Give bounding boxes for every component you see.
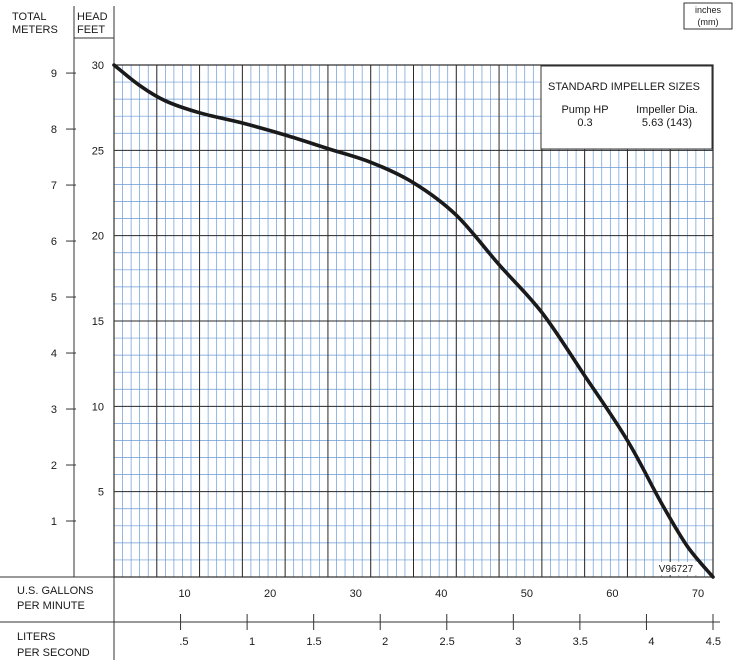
feet-tick-label: 25	[92, 145, 104, 157]
legend-col1-value: 0.3	[577, 117, 592, 129]
meters-tick-label: 3	[51, 404, 57, 416]
units-box	[683, 2, 733, 30]
gpm-tick-label: 20	[264, 588, 276, 600]
model-annotation: V96727	[659, 564, 694, 575]
lps-tick-label: 4.5	[706, 636, 721, 648]
feet-tick-label: 5	[98, 487, 104, 499]
lps-tick-label: 1.5	[306, 636, 321, 648]
meters-tick-label: 7	[51, 180, 57, 192]
gpm-tick-label: 10	[178, 588, 190, 600]
units-box-line2: (mm)	[698, 17, 719, 27]
meters-axis-label: METERS	[12, 24, 58, 36]
gpm-tick-label: 30	[350, 588, 362, 600]
legend-col2-header: Impeller Dia.	[636, 104, 698, 116]
lps-tick-label: 2	[382, 636, 388, 648]
lps-axis-label: PER SECOND	[17, 647, 90, 659]
meters-tick-label: 1	[51, 516, 57, 528]
meters-tick-label: 2	[51, 460, 57, 472]
gpm-tick-label: 60	[606, 588, 618, 600]
feet-tick-label: 20	[92, 231, 104, 243]
units-box-line1: inches	[695, 5, 722, 15]
meters-tick-label: 6	[51, 236, 57, 248]
gpm-axis-label: PER MINUTE	[17, 600, 85, 612]
pump-curve-line	[112, 63, 715, 579]
legend-col2-value: 5.63 (143)	[642, 117, 692, 129]
feet-tick-label: 30	[92, 60, 104, 72]
legend-box: STANDARD IMPELLER SIZES Pump HP Impeller D…	[540, 65, 713, 575]
feet-axis-label: FEET	[77, 24, 105, 36]
lps-axis-label: LITERS	[17, 631, 56, 643]
lps-tick-label: 1	[249, 636, 255, 648]
lps-tick-label: 2.5	[439, 636, 454, 648]
axes	[0, 6, 720, 660]
meters-tick-label: 9	[51, 68, 57, 80]
lps-tick-label: 3	[515, 636, 521, 648]
feet-axis-label: HEAD	[77, 11, 108, 23]
lps-tick-label: .5	[179, 636, 188, 648]
meters-tick-label: 4	[51, 348, 57, 360]
lps-tick-label: 4	[648, 636, 654, 648]
gpm-tick-label: 50	[521, 588, 533, 600]
gpm-axis-label: U.S. GALLONS	[17, 585, 93, 597]
lps-tick-label: 3.5	[573, 636, 588, 648]
feet-tick-label: 10	[92, 401, 104, 413]
gpm-tick-label: 40	[435, 588, 447, 600]
series-layer	[112, 63, 715, 579]
legend-col1-header: Pump HP	[561, 104, 608, 116]
meters-tick-label: 8	[51, 124, 57, 136]
meters-tick-label: 5	[51, 292, 57, 304]
grid	[113, 64, 714, 578]
legend-title: STANDARD IMPELLER SIZES	[548, 81, 700, 93]
feet-tick-label: 15	[92, 316, 104, 328]
meters-axis-label: TOTAL	[12, 11, 46, 23]
legend-box-frame	[540, 65, 713, 150]
model-annotation-bg	[654, 562, 698, 575]
gpm-tick-label: 70	[692, 588, 704, 600]
